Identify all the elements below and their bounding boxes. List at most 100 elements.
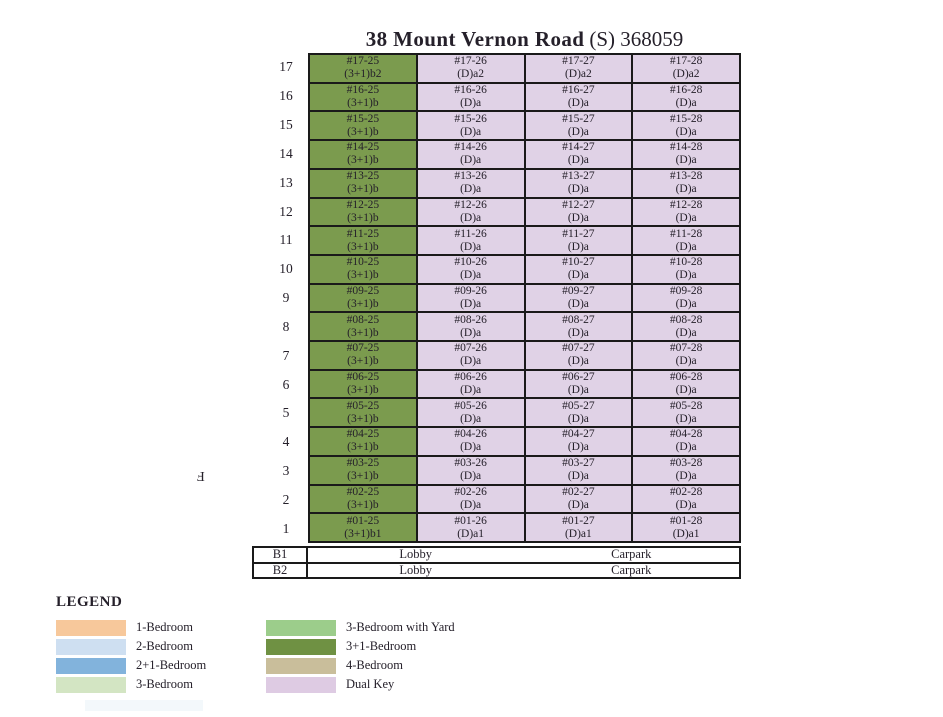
unit-cell: #03-25 (3+1)b bbox=[310, 456, 416, 484]
basement-box: B1 Lobby Carpark B2 Lobby Carpark bbox=[252, 546, 741, 579]
unit-cell: #06-28 (D)a bbox=[631, 370, 739, 398]
unit-id: #03-25 bbox=[346, 457, 380, 470]
floor-number: 6 bbox=[282, 376, 290, 392]
unit-id: #15-27 bbox=[562, 112, 595, 125]
unit-cell: #09-27 (D)a bbox=[523, 284, 632, 312]
legend-heading: LEGEND bbox=[56, 594, 123, 610]
unit-type: (3+1)b bbox=[347, 470, 379, 483]
unit-id: #08-26 bbox=[454, 313, 487, 326]
floor-axis-label: F bbox=[197, 468, 205, 483]
legend-swatch bbox=[266, 676, 336, 693]
unit-id: #05-25 bbox=[346, 399, 380, 412]
legend-item: 2-Bedroom bbox=[56, 637, 266, 656]
unit-type: (3+1)b bbox=[347, 384, 379, 397]
unit-id: #09-25 bbox=[346, 284, 380, 297]
unit-cell: #09-26 (D)a bbox=[415, 284, 524, 312]
legend-column: 3-Bedroom with Yard 3+1-Bedroom 4-Bedroom D… bbox=[266, 618, 476, 694]
unit-id: #05-27 bbox=[562, 399, 595, 412]
unit-type: (D)a bbox=[567, 470, 589, 483]
unit-type: (D)a bbox=[675, 441, 697, 454]
unit-type: (D)a2 bbox=[457, 68, 485, 81]
unit-id: #14-25 bbox=[346, 141, 380, 154]
unit-type: (D)a bbox=[460, 183, 482, 196]
unit-id: #04-26 bbox=[454, 428, 487, 441]
floor-number: 4 bbox=[282, 434, 290, 450]
unit-cell: #10-26 (D)a bbox=[415, 255, 524, 283]
unit-id: #09-28 bbox=[669, 284, 703, 297]
unit-id: #13-26 bbox=[454, 170, 487, 183]
legend-swatch bbox=[56, 619, 126, 636]
unit-cell: #03-27 (D)a bbox=[523, 456, 632, 484]
floor-row: #06-25 (3+1)b #06-26 (D)a #06-27 (D)a #06-28 (D… bbox=[310, 368, 739, 398]
unit-id: #08-27 bbox=[562, 313, 595, 326]
unit-id: #15-25 bbox=[346, 112, 380, 125]
unit-type: (D)a bbox=[675, 498, 697, 511]
floor-number: 16 bbox=[279, 88, 293, 104]
floor-number: 5 bbox=[282, 405, 290, 421]
unit-type: (3+1)b bbox=[347, 125, 379, 138]
unit-cell: #14-28 (D)a bbox=[631, 141, 739, 168]
unit-cell: #02-28 (D)a bbox=[631, 485, 739, 513]
legend-item: 2+1-Bedroom bbox=[56, 656, 266, 675]
unit-cell: #16-28 (D)a bbox=[631, 83, 739, 111]
unit-type: (D)a bbox=[460, 384, 482, 397]
unit-cell: #17-27 (D)a2 bbox=[523, 55, 632, 82]
unit-type: (D)a bbox=[675, 470, 697, 483]
unit-cell: #04-26 (D)a bbox=[415, 428, 524, 455]
unit-type: (D)a bbox=[675, 125, 697, 138]
unit-cell: #01-25 (3+1)b1 bbox=[310, 514, 416, 541]
unit-id: #13-27 bbox=[562, 170, 595, 183]
unit-id: #02-25 bbox=[346, 485, 380, 498]
basement-area: Lobby bbox=[399, 547, 433, 562]
legend-item: Dual Key bbox=[266, 675, 476, 694]
floor-number: 12 bbox=[279, 203, 293, 219]
legend-item: 3+1-Bedroom bbox=[266, 637, 476, 656]
unit-cell: #06-25 (3+1)b bbox=[310, 370, 416, 398]
unit-id: #07-27 bbox=[562, 342, 595, 355]
floor-row: #02-25 (3+1)b #02-26 (D)a #02-27 (D)a #02-28 (D… bbox=[310, 483, 739, 513]
unit-cell: #13-26 (D)a bbox=[415, 169, 524, 197]
legend-item-label: 3-Bedroom bbox=[136, 677, 193, 691]
unit-id: #07-26 bbox=[454, 342, 487, 355]
unit-cell: #05-27 (D)a bbox=[523, 399, 632, 427]
unit-cell: #05-25 (3+1)b bbox=[310, 399, 416, 427]
unit-type: (D)a2 bbox=[564, 68, 592, 81]
floor-number: 13 bbox=[279, 174, 293, 190]
unit-cell: #11-28 (D)a bbox=[631, 227, 739, 254]
unit-type: (D)a bbox=[567, 269, 589, 282]
unit-type: (D)a bbox=[675, 240, 697, 253]
unit-id: #04-28 bbox=[669, 428, 703, 441]
unit-id: #04-25 bbox=[346, 428, 380, 441]
unit-type: (D)a bbox=[675, 183, 697, 196]
unit-id: #15-26 bbox=[454, 112, 487, 125]
unit-cell: #07-27 (D)a bbox=[523, 342, 632, 369]
unit-id: #12-26 bbox=[454, 198, 487, 211]
unit-type: (D)a bbox=[460, 154, 482, 167]
floor-number: 17 bbox=[279, 59, 293, 75]
floor-row: #14-25 (3+1)b #14-26 (D)a #14-27 (D)a #14-28 (D… bbox=[310, 139, 739, 168]
unit-id: #06-27 bbox=[562, 371, 595, 384]
unit-type: (D)a bbox=[567, 97, 589, 110]
legend-swatch bbox=[56, 676, 126, 693]
legend-item-label: 2+1-Bedroom bbox=[136, 658, 207, 672]
legend-swatch bbox=[266, 638, 336, 655]
unit-cell: #15-28 (D)a bbox=[631, 112, 739, 140]
unit-id: #08-25 bbox=[346, 313, 380, 326]
unit-type: (D)a bbox=[460, 441, 482, 454]
basement-areas: Lobby Carpark bbox=[308, 563, 739, 578]
unit-type: (3+1)b bbox=[347, 97, 379, 110]
floor-row: #17-25 (3+1)b2 #17-26 (D)a2 #17-27 (D)a2 #17-2… bbox=[310, 55, 739, 82]
unit-id: #06-28 bbox=[669, 371, 703, 384]
unit-cell: #03-26 (D)a bbox=[415, 456, 524, 484]
unit-id: #12-27 bbox=[562, 198, 595, 211]
unit-type: (3+1)b bbox=[347, 498, 379, 511]
legend-item-label: 2-Bedroom bbox=[136, 639, 193, 653]
unit-cell: #07-25 (3+1)b bbox=[310, 342, 416, 369]
unit-type: (3+1)b bbox=[347, 326, 379, 339]
unit-cell: #11-25 (3+1)b bbox=[310, 227, 416, 254]
unit-cell: #08-27 (D)a bbox=[523, 313, 632, 341]
floors-grid: #17-25 (3+1)b2 #17-26 (D)a2 #17-27 (D)a2 #17-2… bbox=[308, 53, 741, 543]
floor-row: #03-25 (3+1)b #03-26 (D)a #03-27 (D)a #03-28 (D… bbox=[310, 454, 739, 484]
unit-type: (3+1)b2 bbox=[344, 68, 382, 81]
unit-id: #14-27 bbox=[562, 141, 595, 154]
